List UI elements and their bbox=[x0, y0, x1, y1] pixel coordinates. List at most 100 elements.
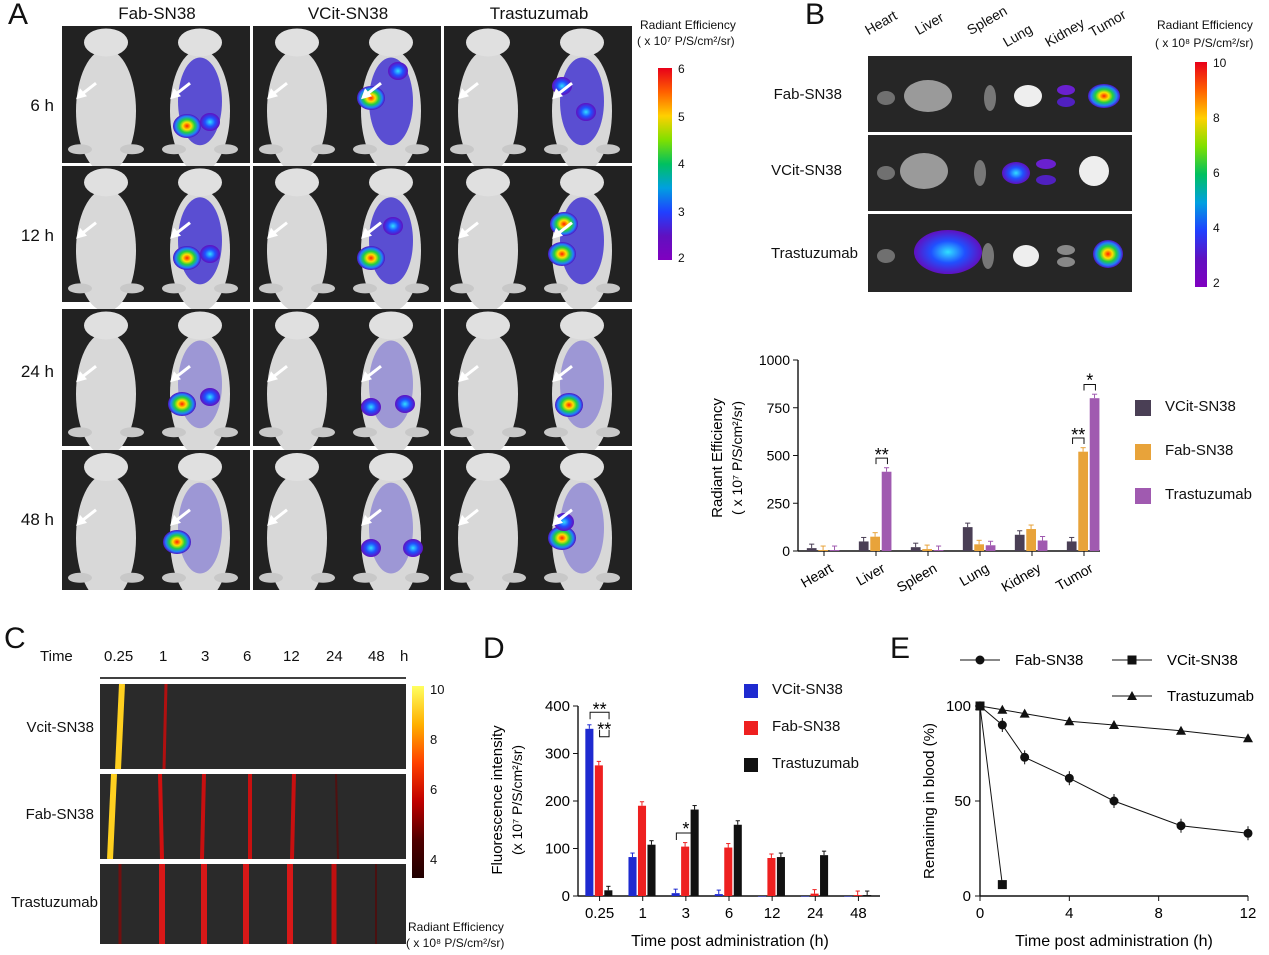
bar bbox=[681, 846, 690, 896]
bar bbox=[962, 527, 973, 551]
arrow-icon bbox=[552, 514, 563, 526]
mouse-body bbox=[458, 474, 518, 590]
mouse-paw bbox=[120, 283, 144, 294]
panel-a-col-fab: Fab-SN38 bbox=[118, 4, 196, 23]
arrow-icon bbox=[76, 371, 87, 383]
arrow-icon bbox=[552, 227, 563, 239]
y-axis-label-unit: ( x 10⁷ P/S/cm²/sr) bbox=[729, 401, 745, 515]
data-point bbox=[997, 704, 1008, 714]
legend-swatch-vcit bbox=[744, 684, 758, 698]
mouse-paw bbox=[405, 283, 429, 294]
significance-bracket bbox=[589, 711, 610, 720]
bar bbox=[757, 896, 766, 897]
mouse-body bbox=[267, 332, 327, 456]
arrow-icon bbox=[361, 371, 372, 383]
mouse-image-tile bbox=[253, 309, 441, 456]
legend-swatch-fab bbox=[1135, 444, 1151, 460]
bar bbox=[724, 847, 733, 896]
bar bbox=[985, 545, 996, 551]
panel-b-scale-tick: 8 bbox=[1213, 111, 1220, 125]
mouse-head bbox=[369, 453, 413, 482]
bar bbox=[714, 894, 723, 896]
series-line bbox=[979, 705, 1003, 885]
mouse-paw bbox=[68, 572, 92, 583]
bar bbox=[647, 844, 656, 896]
bar bbox=[594, 765, 603, 896]
panel-c-time: 24 bbox=[326, 648, 343, 665]
panel-a-scale-tick: 2 bbox=[678, 251, 685, 265]
legend-label-trast: Trastuzumab bbox=[772, 755, 859, 772]
mouse-head bbox=[275, 168, 319, 197]
mouse-body bbox=[361, 332, 421, 456]
bar bbox=[1026, 529, 1037, 551]
mouse-head bbox=[275, 28, 319, 57]
bar bbox=[820, 855, 829, 896]
x-tick-label: 48 bbox=[850, 905, 867, 922]
mouse-image-tile bbox=[62, 450, 250, 590]
fluorescence-hotspot bbox=[388, 62, 408, 80]
mouse-paw bbox=[311, 572, 335, 583]
y-axis-label: Radiant Efficiency bbox=[709, 398, 726, 518]
panel-d-bar-chart: 0 100 200 300 400 0.25 1 3 6 12 24 48 Fluorescence i… bbox=[489, 698, 880, 950]
organ-label-liver: Liver bbox=[912, 8, 947, 39]
mouse-paw bbox=[120, 144, 144, 155]
mouse-paw bbox=[214, 427, 238, 438]
panel-c-row-trast: Trastuzumab bbox=[11, 894, 98, 911]
mouse-paw bbox=[259, 283, 283, 294]
mouse-head bbox=[560, 28, 604, 57]
panel-a-scale-tick: 6 bbox=[678, 62, 685, 76]
mouse-head bbox=[178, 28, 222, 57]
significance-label: ** bbox=[597, 719, 611, 739]
panel-c-scale-tick: 8 bbox=[430, 732, 438, 747]
mouse-paw bbox=[162, 144, 186, 155]
significance-label: ** bbox=[875, 445, 889, 465]
y-tick-label: 50 bbox=[954, 793, 971, 810]
x-tick-label: 0.25 bbox=[585, 905, 614, 922]
mouse-paw bbox=[502, 572, 526, 583]
mouse-image-tile bbox=[62, 166, 250, 312]
mouse-paw bbox=[596, 427, 620, 438]
bar bbox=[974, 544, 985, 551]
x-tick-label: 1 bbox=[639, 905, 647, 922]
bar bbox=[604, 890, 613, 896]
mouse-image-tile bbox=[62, 26, 250, 173]
mouse-paw bbox=[68, 144, 92, 155]
fluorescence-hotspot bbox=[173, 114, 201, 138]
mouse-paw bbox=[544, 144, 568, 155]
legend-label: Trastuzumab bbox=[1167, 688, 1254, 705]
x-tick-label: Spleen bbox=[894, 560, 940, 596]
bar bbox=[767, 858, 776, 896]
x-tick-label: 0 bbox=[976, 905, 984, 922]
mouse-paw bbox=[311, 283, 335, 294]
mouse-image-tile bbox=[62, 309, 250, 456]
legend-swatch-trast bbox=[744, 758, 758, 772]
y-tick-label: 0 bbox=[782, 543, 790, 559]
bar bbox=[829, 550, 840, 551]
x-axis-label: Time post administration (h) bbox=[631, 933, 829, 950]
bar bbox=[870, 536, 881, 551]
organ-label-tumor: Tumor bbox=[1086, 6, 1129, 41]
panel-b-scale-tick: 10 bbox=[1213, 56, 1227, 70]
panel-b-legend: VCit-SN38 Fab-SN38 Trastuzumab bbox=[1133, 392, 1268, 524]
legend-label-vcit: VCit-SN38 bbox=[1165, 398, 1236, 415]
mouse-head bbox=[466, 453, 510, 482]
mouse-paw bbox=[353, 283, 377, 294]
significance-label: * bbox=[682, 819, 689, 839]
fluorescence-overlay bbox=[560, 197, 604, 285]
x-tick-label: Heart bbox=[798, 560, 836, 591]
panel-c-time-ticks: 0.25 1 3 6 12 24 48 h bbox=[100, 648, 410, 670]
y-axis-label: Fluorescence intensity bbox=[489, 725, 506, 875]
bar bbox=[863, 895, 872, 896]
panel-b-scale-tick: 6 bbox=[1213, 166, 1220, 180]
panel-b-bar-chart: 0 250 500 750 1000 Heart Liver Spleen Lung Kidney… bbox=[709, 352, 1100, 596]
mouse-head bbox=[178, 168, 222, 197]
mouse-paw bbox=[259, 427, 283, 438]
arrow-icon bbox=[267, 227, 278, 239]
mouse-paw bbox=[544, 572, 568, 583]
mouse-head bbox=[466, 168, 510, 197]
x-tick-label: 12 bbox=[764, 905, 781, 922]
mouse-paw bbox=[311, 144, 335, 155]
organ-label-spleen: Spleen bbox=[964, 2, 1010, 39]
mouse-body bbox=[552, 332, 612, 456]
x-tick-label: 24 bbox=[807, 905, 824, 922]
